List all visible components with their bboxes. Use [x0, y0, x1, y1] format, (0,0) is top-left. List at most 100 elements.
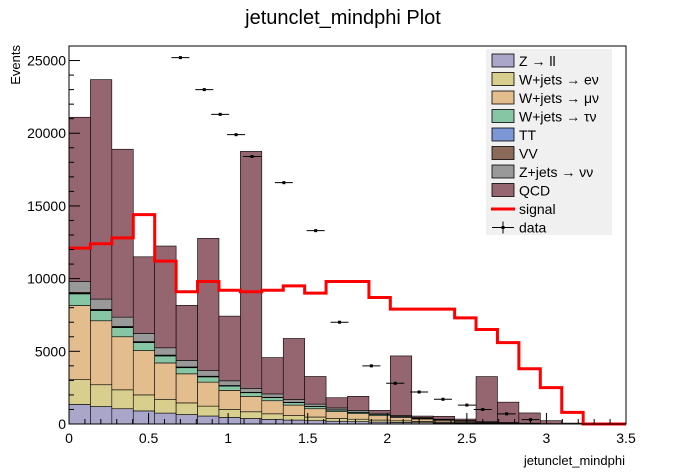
- series-qcd: [68, 79, 605, 425]
- data-point-marker: [441, 397, 445, 401]
- data-point-marker: [234, 133, 238, 137]
- data-point-marker: [178, 56, 182, 60]
- bar-qcd-bin-22: [539, 420, 563, 424]
- bar-qcd-bin-3: [132, 256, 155, 334]
- bar-qcd-bin-5: [175, 304, 198, 361]
- bar-z-jets-bin-8: [240, 388, 263, 393]
- bar-w-jets-bin-3: [132, 342, 155, 351]
- data-point-marker: [338, 320, 342, 324]
- bar-w-jets-bin-11: [304, 406, 327, 410]
- legend-swatch: [491, 90, 515, 105]
- bar-qcd-bin-10: [282, 338, 305, 400]
- bar-z-jets-bin-9: [261, 393, 284, 398]
- bar-qcd-bin-2: [111, 148, 134, 318]
- data-point: [362, 364, 381, 368]
- bar-w-jets-bin-3: [132, 350, 155, 396]
- bar-w-jets-bin-10: [282, 404, 305, 416]
- legend: Z → ll W+jets → eν W+jets → μν W+jets → τν T…: [486, 49, 612, 236]
- bar-w-jets-bin-7: [218, 390, 241, 410]
- bar-z-jets-bin-5: [175, 360, 198, 368]
- signal-histogram: [69, 213, 626, 426]
- bar-qcd-bin-9: [261, 357, 284, 395]
- bar-z-ll-bin-7: [218, 417, 241, 425]
- legend-entry-vv: VV: [491, 146, 538, 162]
- data-point-marker: [393, 381, 397, 385]
- bar-w-jets-bin-7: [218, 385, 241, 391]
- data-point: [457, 403, 476, 407]
- bar-qcd-bin-8: [240, 151, 263, 389]
- data-point-marker: [314, 229, 318, 233]
- legend-label: QCD: [519, 183, 550, 199]
- bar-qcd-bin-11: [304, 376, 327, 405]
- bar-z-jets-bin-6: [197, 370, 220, 377]
- data-point-marker: [218, 112, 222, 116]
- x-tick-label: 0: [65, 430, 73, 446]
- bar-w-jets-bin-1: [90, 320, 113, 386]
- stacked-histogram: [68, 79, 605, 425]
- x-tick-label: 3.5: [616, 430, 636, 446]
- y-tick-label: 10000: [27, 271, 66, 287]
- legend-label: Z+jets → νν: [519, 164, 593, 180]
- legend-marker-dot: [501, 226, 505, 229]
- legend-entry-signal: signal: [491, 201, 556, 217]
- bar-w-jets-bin-9: [261, 397, 284, 402]
- data-point-marker: [202, 88, 206, 92]
- bar-w-jets-e-bin-12: [325, 418, 348, 422]
- bar-z-jets-bin-0: [68, 281, 91, 293]
- bar-w-jets-bin-0: [68, 293, 91, 306]
- legend-entry-w-jets: W+jets → τν: [491, 109, 597, 125]
- bar-z-ll-bin-2: [111, 408, 134, 425]
- bar-qcd-bin-1: [90, 79, 113, 300]
- data-point-marker: [282, 181, 286, 185]
- bar-z-jets-bin-11: [304, 403, 327, 407]
- y-tick-label: 25000: [27, 53, 66, 69]
- bar-z-jets-bin-1: [90, 298, 113, 310]
- bar-w-jets-bin-0: [68, 305, 91, 380]
- x-tick-label: 1: [224, 430, 232, 446]
- x-tick-label: 2: [383, 430, 391, 446]
- x-tick-label: 1.5: [298, 430, 318, 446]
- bar-qcd-bin-4: [154, 245, 177, 349]
- data-point: [330, 320, 349, 324]
- x-tick-label: 2.5: [457, 430, 477, 446]
- legend-swatch: [491, 72, 515, 86]
- y-axis-label: Events: [8, 45, 23, 85]
- x-axis-label: jetunclet_mindphi: [523, 453, 625, 468]
- legend-label: signal: [519, 201, 556, 217]
- bar-w-jets-e-bin-9: [261, 413, 284, 420]
- bar-qcd-bin-14: [368, 410, 391, 414]
- data-point-marker: [369, 364, 373, 368]
- legend-label: W+jets → eν: [519, 72, 599, 88]
- data-point: [410, 390, 429, 394]
- axes: 0 0.5 1 1.5 2 2.5 3 3.5 0 5000 10000 15000 20000 2500…: [27, 45, 636, 446]
- x-tick-label: 3: [543, 430, 551, 446]
- bar-w-jets-bin-15: [390, 417, 413, 422]
- legend-label: TT: [519, 127, 537, 143]
- legend-entry-data: data: [492, 220, 546, 236]
- bar-w-jets-bin-8: [240, 396, 263, 413]
- data-point: [433, 397, 452, 401]
- bar-w-jets-e-bin-4: [154, 398, 177, 414]
- data-point: [473, 407, 492, 411]
- bar-w-jets-bin-4: [154, 362, 177, 400]
- bar-z-ll-bin-10: [282, 419, 305, 425]
- data-point: [497, 412, 516, 416]
- y-tick-label: 15000: [27, 198, 66, 214]
- legend-swatch: [491, 127, 515, 142]
- bar-w-jets-e-bin-10: [282, 415, 305, 421]
- bar-w-jets-bin-10: [282, 402, 305, 406]
- bar-qcd-bin-18: [454, 418, 477, 421]
- y-tick-label: 20000: [27, 125, 66, 141]
- bar-w-jets-bin-4: [154, 355, 177, 364]
- legend-label: W+jets → μν: [519, 90, 599, 106]
- data-point: [306, 229, 325, 233]
- legend-entry-qcd: QCD: [491, 183, 550, 199]
- data-point: [227, 133, 246, 137]
- bar-w-jets-bin-9: [261, 400, 284, 415]
- signal-line: [69, 213, 626, 426]
- data-point-marker: [481, 407, 485, 411]
- legend-swatch: [491, 164, 515, 179]
- y-tick-label: 5000: [35, 343, 66, 359]
- bar-w-jets-bin-8: [240, 392, 263, 397]
